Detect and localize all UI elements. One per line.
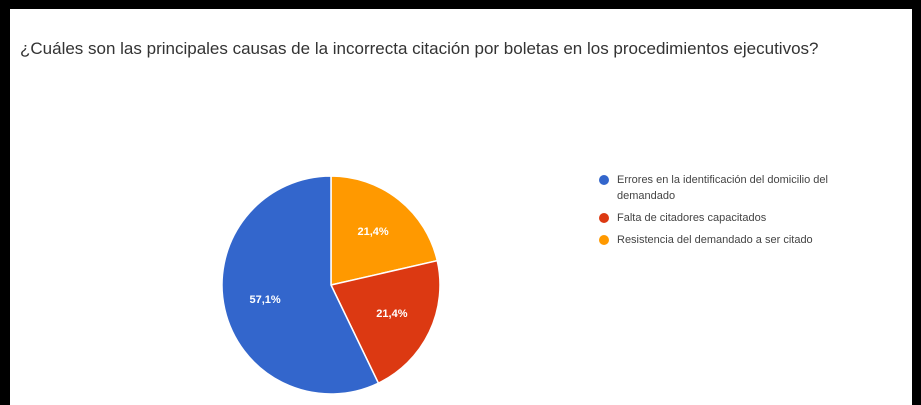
legend-item-resistencia[interactable]: Resistencia del demandado a ser citado bbox=[599, 232, 899, 248]
legend-swatch-resistencia bbox=[599, 235, 609, 245]
legend: Errores en la identificación del domicil… bbox=[599, 172, 899, 254]
legend-label-errores: Errores en la identificación del domicil… bbox=[617, 174, 828, 202]
pie-label-falta-citadores: 21,4% bbox=[376, 308, 407, 320]
pie-slice-falta-citadores[interactable] bbox=[329, 259, 441, 385]
legend-swatch-errores bbox=[599, 175, 609, 185]
pie-slice-errores[interactable] bbox=[221, 175, 380, 395]
legend-item-errores[interactable]: Errores en la identificación del domicil… bbox=[599, 172, 899, 204]
legend-swatch-falta-citadores bbox=[599, 213, 609, 223]
pie-slices bbox=[221, 175, 441, 395]
pie-chart: 21,4% 21,4% 57,1% bbox=[221, 175, 441, 395]
legend-label-falta-citadores: Falta de citadores capacitados bbox=[617, 212, 767, 224]
pie-slice-labels: 21,4% 21,4% 57,1% bbox=[250, 226, 408, 320]
pie-label-errores: 57,1% bbox=[250, 294, 281, 306]
pie-label-resistencia: 21,4% bbox=[358, 226, 389, 238]
legend-label-resistencia: Resistencia del demandado a ser citado bbox=[617, 234, 813, 246]
pie-slice-resistencia[interactable] bbox=[330, 175, 439, 286]
legend-item-falta-citadores[interactable]: Falta de citadores capacitados bbox=[599, 210, 899, 226]
chart-panel: ¿Cuáles son las principales causas de la… bbox=[10, 9, 912, 405]
chart-title: ¿Cuáles son las principales causas de la… bbox=[20, 39, 819, 58]
